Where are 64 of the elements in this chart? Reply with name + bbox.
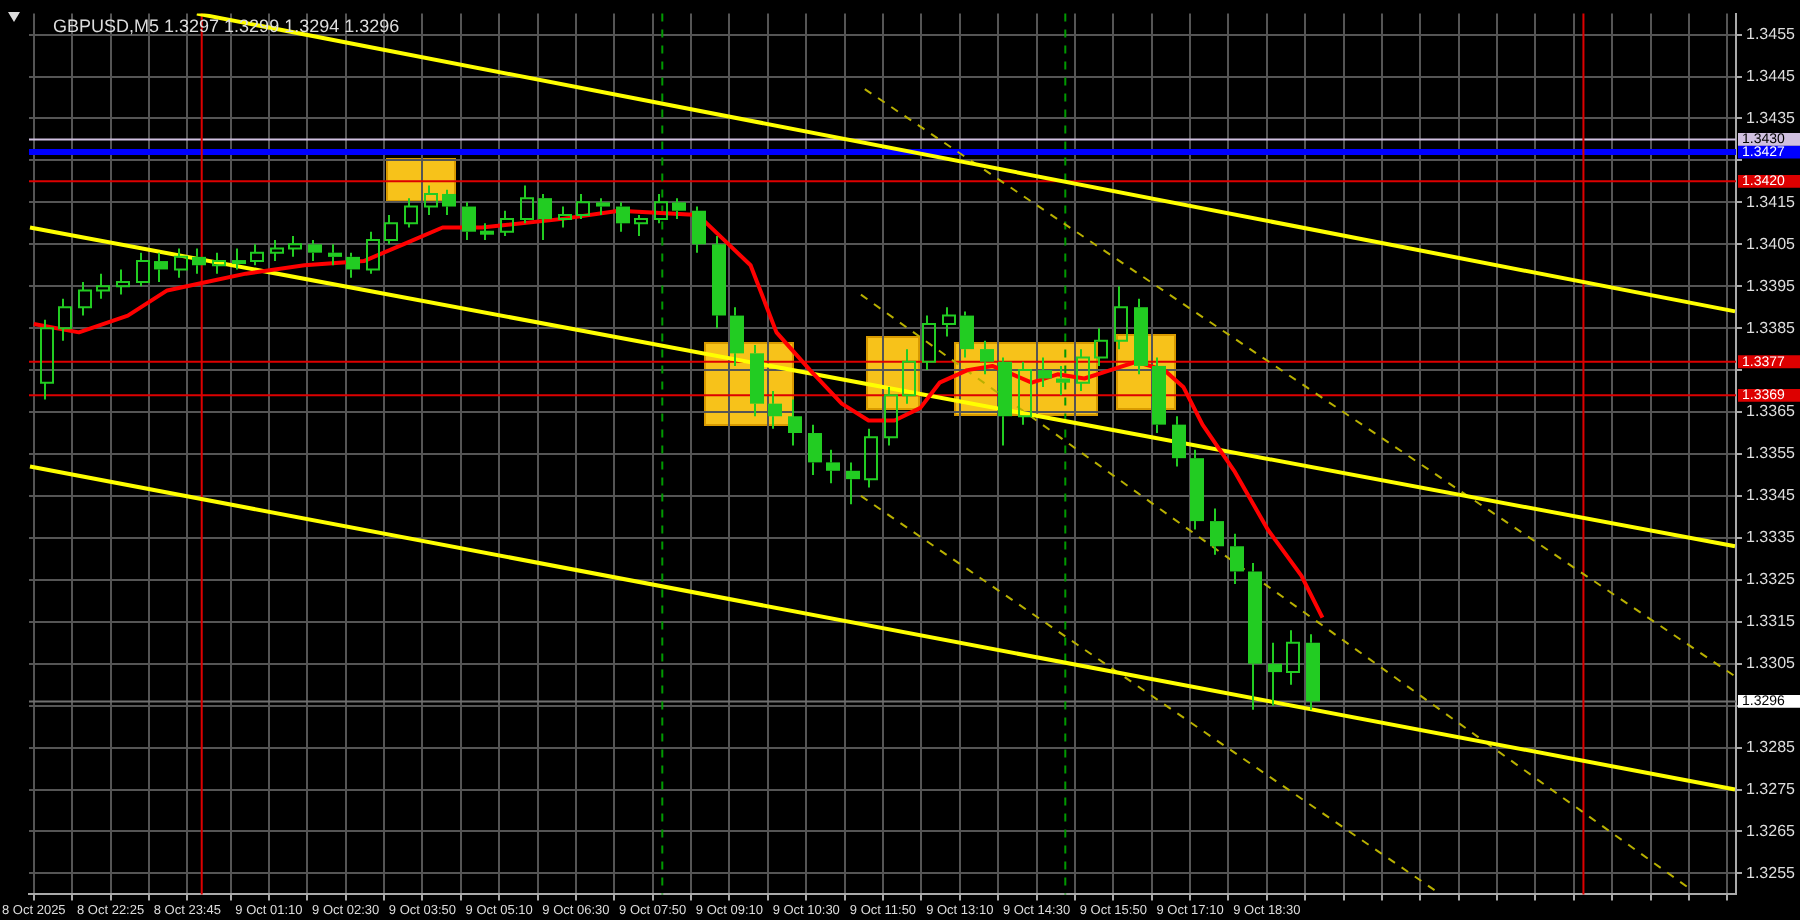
y-tick-label: 1.3435 — [1746, 108, 1797, 127]
candlestick — [942, 306, 956, 338]
candlestick — [346, 251, 360, 279]
y-tick-label: 1.3395 — [1746, 276, 1797, 295]
y-tick-label: 1.3325 — [1746, 570, 1797, 589]
y-tick-label: 1.3405 — [1746, 234, 1797, 253]
y-tick-label: 1.3365 — [1746, 402, 1797, 421]
y-tick-label: 1.3285 — [1746, 738, 1797, 757]
candlestick — [1248, 562, 1262, 711]
candlestick — [788, 398, 802, 447]
candlestick — [1190, 448, 1204, 531]
candlestick — [750, 343, 764, 418]
candlestick — [462, 201, 476, 242]
candlestick — [768, 390, 782, 430]
candlestick — [96, 272, 110, 300]
candlestick — [116, 268, 130, 296]
candlestick — [1038, 356, 1052, 388]
y-tick-label: 1.3385 — [1746, 318, 1797, 337]
candlestick — [730, 306, 744, 367]
candlestick — [1210, 507, 1224, 556]
candlestick — [328, 243, 342, 267]
candlestick — [1134, 297, 1148, 376]
candlestick — [1094, 327, 1108, 367]
candlestick — [58, 297, 72, 342]
y-tick-label: 1.3255 — [1746, 863, 1797, 882]
candlestick — [40, 318, 54, 401]
candlestick — [404, 197, 418, 229]
candlestick — [980, 339, 994, 376]
candlestick — [826, 448, 840, 485]
candlestick — [672, 197, 686, 221]
candlestick — [1306, 633, 1320, 711]
candlestick — [1172, 415, 1186, 468]
candlestick — [692, 205, 706, 254]
candlestick — [1114, 285, 1128, 351]
candlestick — [1286, 629, 1300, 686]
candlestick — [232, 247, 246, 271]
candlestick — [808, 423, 822, 476]
y-tick-label: 1.3275 — [1746, 779, 1797, 798]
y-tick-label: 1.3445 — [1746, 66, 1797, 85]
y-tick-label: 1.3335 — [1746, 528, 1797, 547]
candlestick — [596, 197, 610, 216]
candlestick — [998, 356, 1012, 447]
candlestick — [1056, 364, 1070, 397]
y-tick-label: 1.3305 — [1746, 654, 1797, 673]
candlestick — [846, 461, 860, 506]
y-tick-label: 1.3415 — [1746, 192, 1797, 211]
candlestick — [538, 192, 552, 242]
candlestick — [308, 239, 322, 263]
candlestick — [712, 234, 726, 330]
candlestick — [154, 251, 168, 284]
candlestick — [1152, 356, 1166, 435]
candlestick — [960, 310, 974, 359]
candlestick — [192, 247, 206, 275]
candlestick — [1268, 641, 1282, 707]
y-tick-label: 1.3455 — [1746, 24, 1797, 43]
candlestick — [1230, 532, 1244, 586]
candlestick — [174, 247, 188, 279]
candlestick — [616, 201, 630, 233]
y-tick-label: 1.3355 — [1746, 444, 1797, 463]
y-tick-label: 1.3345 — [1746, 486, 1797, 505]
candlestick — [902, 348, 916, 405]
candlestick — [442, 188, 456, 216]
y-tick-label: 1.3265 — [1746, 821, 1797, 840]
y-tick-label: 1.3315 — [1746, 612, 1797, 631]
